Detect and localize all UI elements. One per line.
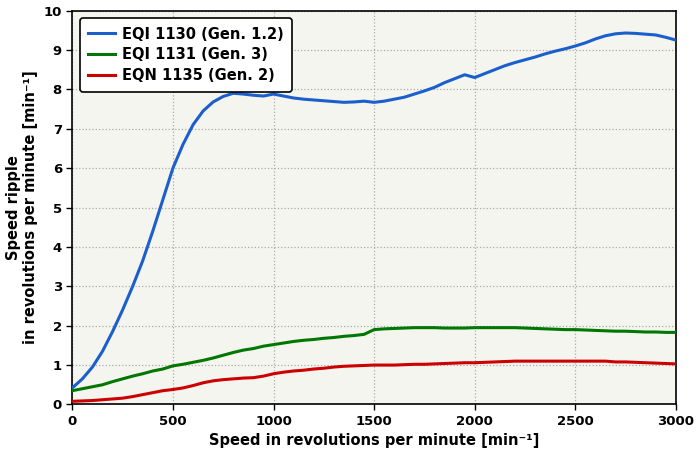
- EQI 1131 (Gen. 3): [410, 325, 419, 331]
- EQI 1131 (Gen. 3): [390, 326, 398, 331]
- EQI 1131 (Gen. 3): [189, 360, 197, 365]
- EQI 1131 (Gen. 3): [601, 328, 610, 334]
- EQI 1131 (Gen. 3): [672, 330, 680, 335]
- EQI 1130 (Gen. 1.2): [209, 99, 218, 105]
- EQI 1131 (Gen. 3): [209, 355, 218, 361]
- EQI 1130 (Gen. 1.2): [430, 84, 439, 90]
- EQN 1135 (Gen. 2): [209, 378, 218, 384]
- EQN 1135 (Gen. 2): [601, 358, 610, 364]
- Line: EQI 1131 (Gen. 3): EQI 1131 (Gen. 3): [72, 328, 676, 391]
- Line: EQI 1130 (Gen. 1.2): EQI 1130 (Gen. 1.2): [72, 33, 676, 388]
- EQI 1130 (Gen. 1.2): [622, 30, 630, 36]
- EQN 1135 (Gen. 2): [279, 370, 288, 375]
- EQN 1135 (Gen. 2): [68, 399, 76, 404]
- EQI 1131 (Gen. 3): [68, 388, 76, 394]
- EQI 1131 (Gen. 3): [279, 340, 288, 346]
- EQN 1135 (Gen. 2): [430, 361, 439, 367]
- EQI 1130 (Gen. 1.2): [592, 36, 600, 42]
- Legend: EQI 1130 (Gen. 1.2), EQI 1131 (Gen. 3), EQN 1135 (Gen. 2): EQI 1130 (Gen. 1.2), EQI 1131 (Gen. 3), …: [80, 18, 293, 92]
- EQI 1130 (Gen. 1.2): [68, 385, 76, 390]
- EQN 1135 (Gen. 2): [390, 362, 398, 368]
- EQI 1130 (Gen. 1.2): [390, 96, 398, 102]
- EQN 1135 (Gen. 2): [189, 383, 197, 388]
- EQN 1135 (Gen. 2): [672, 361, 680, 367]
- EQI 1130 (Gen. 1.2): [672, 37, 680, 43]
- EQI 1131 (Gen. 3): [440, 326, 449, 331]
- Line: EQN 1135 (Gen. 2): EQN 1135 (Gen. 2): [72, 361, 676, 401]
- Y-axis label: Speed ripple
in revolutions per minute [min⁻¹]: Speed ripple in revolutions per minute […: [6, 71, 38, 345]
- EQI 1130 (Gen. 1.2): [189, 122, 197, 128]
- X-axis label: Speed in revolutions per minute [min⁻¹]: Speed in revolutions per minute [min⁻¹]: [209, 434, 539, 449]
- EQI 1130 (Gen. 1.2): [279, 94, 288, 99]
- EQN 1135 (Gen. 2): [511, 358, 519, 364]
